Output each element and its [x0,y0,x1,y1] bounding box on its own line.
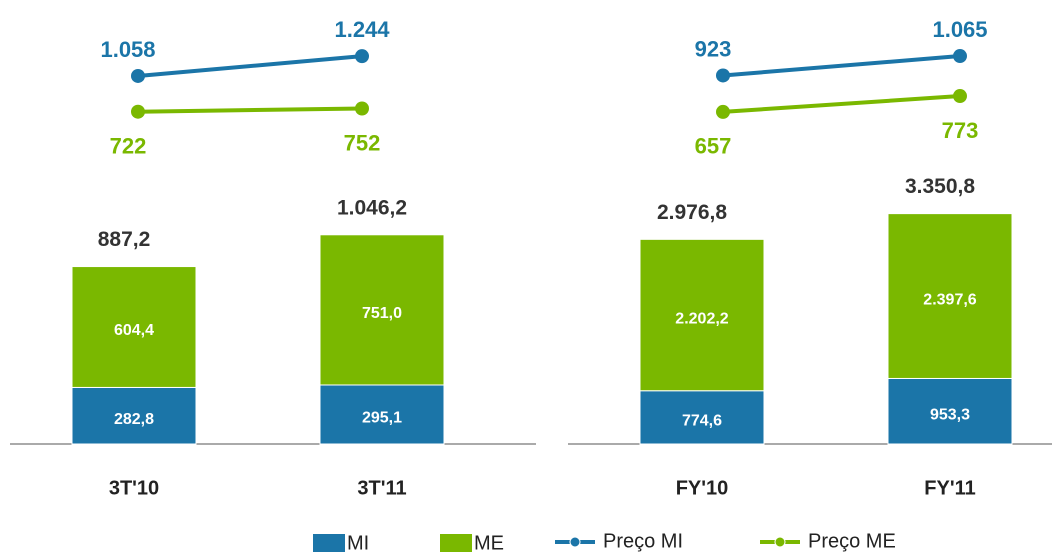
legend-label: ME [474,532,504,554]
line-point [355,101,369,116]
line [137,106,363,114]
total-label: 1.046,2 [337,196,407,219]
x-tick-label: FY'11 [924,477,975,499]
legend-swatch [440,534,472,552]
line-point [131,68,145,83]
line [722,94,961,114]
legend-swatch-point [774,536,786,548]
line-label: 773 [942,118,979,143]
total-label: 2.976,8 [657,201,727,224]
legend-label: Preço ME [808,530,896,552]
data-label: 751,0 [362,305,402,322]
data-label: 2.202,2 [675,310,728,327]
data-label: 953,3 [930,406,970,423]
bar-segment [71,386,197,445]
x-tick-label: FY'10 [676,477,729,499]
line-label: 1.244 [334,17,390,42]
bar-segment [887,213,1013,379]
data-label: 295,1 [362,410,402,427]
legend-swatch [313,534,345,552]
line-point [953,89,967,104]
data-label: 604,4 [114,322,154,339]
total-label: 3.350,8 [905,175,975,198]
line [722,54,961,78]
x-tick-label: 3T'11 [357,477,406,499]
line-point [131,104,145,119]
data-label: 774,6 [682,413,722,430]
bar-segment [319,234,445,386]
bar-segment [71,266,197,388]
total-label: 887,2 [98,228,151,251]
line-label: 722 [110,134,147,159]
line-point [716,104,730,119]
line-label: 1.058 [100,37,155,62]
legend-swatch-point [569,536,581,548]
line-label: 1.065 [932,17,987,42]
line [137,54,363,78]
bar-segment [639,390,765,445]
line-point [716,68,730,83]
line-label: 657 [695,134,732,159]
line-label: 923 [695,36,732,61]
data-label: 2.397,6 [923,291,976,308]
data-label: 282,8 [114,411,154,428]
bar-segment [639,238,765,392]
legend-label: Preço MI [603,530,683,552]
x-tick-label: 3T'10 [109,477,159,499]
line-point [953,49,967,64]
bar-segment [887,377,1013,445]
legend-label: MI [347,532,369,554]
line-label: 752 [344,130,381,155]
line-point [355,49,369,64]
